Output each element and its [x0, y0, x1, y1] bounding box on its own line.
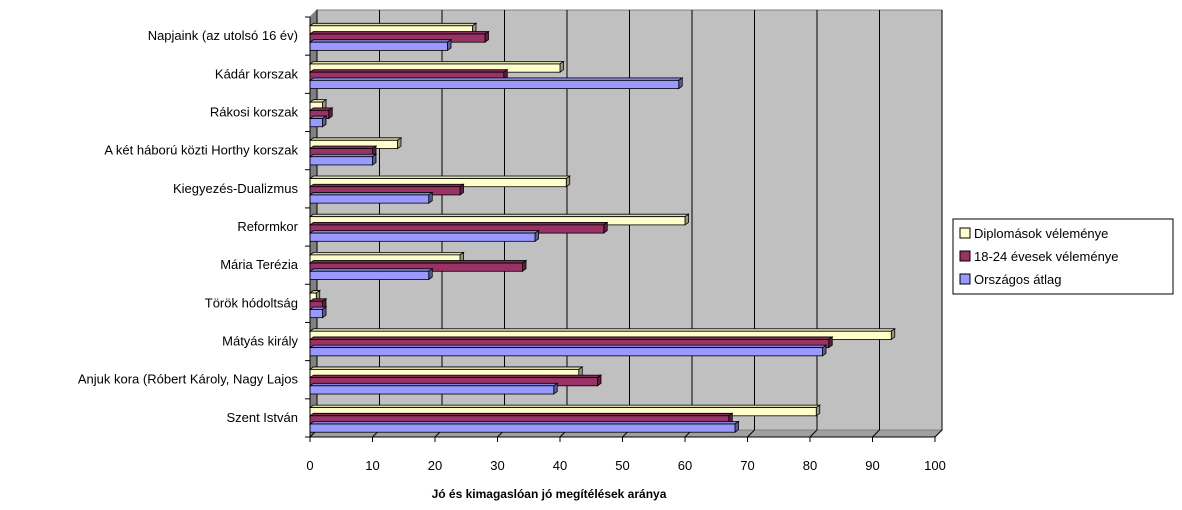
bar: [308, 229, 540, 243]
category-label: Mátyás király: [222, 334, 298, 349]
bar: [308, 268, 434, 281]
bar-front-face: [309, 232, 536, 242]
category-label: Török hódoltság: [205, 295, 298, 310]
bar-front-face: [309, 118, 323, 128]
category-label: Kádár korszak: [215, 66, 299, 81]
x-tick-label: 0: [306, 458, 313, 473]
legend-item: 18-24 évesek véleménye: [959, 249, 1119, 264]
gridline-floor: [872, 429, 880, 438]
legend: Diplomások véleménye 18-24 évesek vélemén…: [952, 218, 1174, 295]
bar: [308, 191, 434, 204]
gridline-floor: [809, 429, 818, 438]
bar-front-face: [309, 194, 430, 204]
x-tick-label: 70: [740, 458, 754, 473]
x-tick-label: 90: [865, 458, 879, 473]
category-label: Mária Terézia: [220, 257, 299, 272]
category-label: A két háború közti Horthy korszak: [104, 143, 298, 158]
x-tick-label: 20: [428, 458, 442, 473]
bar-front-face: [309, 156, 373, 166]
category-label: Reformkor: [237, 219, 298, 234]
gridline-floor: [747, 429, 755, 438]
x-tick-label: 80: [803, 458, 817, 473]
bar-front-face: [309, 347, 823, 357]
legend-box: [952, 218, 1174, 295]
category-label: Rákosi korszak: [210, 104, 299, 119]
legend-item: Országos átlag: [959, 272, 1061, 287]
category-label: Napjaink (az utolsó 16 év): [148, 28, 298, 43]
bar-front-face: [309, 423, 736, 433]
bar-front-face: [309, 270, 430, 280]
bar: [308, 107, 334, 120]
bar: [308, 336, 834, 349]
bar: [308, 153, 378, 166]
x-tick-labels: 0 10 20 30 40 50 60 70 80 90 100: [306, 458, 945, 473]
category-label: Szent István: [226, 410, 298, 425]
x-tick-label: 60: [678, 458, 692, 473]
bar: [308, 38, 453, 52]
bar: [308, 259, 528, 273]
legend-item: Diplomások véleménye: [959, 226, 1108, 241]
x-axis-title: Jó és kimagaslóan jó megítélések aránya: [432, 487, 667, 501]
legend-swatch: [959, 227, 971, 239]
gridline-floor: [934, 429, 943, 438]
bar: [308, 382, 559, 395]
legend-label: Diplomások véleménye: [974, 226, 1108, 241]
bar-front-face: [309, 309, 323, 319]
bar-front-face: [309, 79, 680, 89]
x-tick-label: 40: [553, 458, 567, 473]
category-label: Anjuk kora (Róbert Károly, Nagy Lajos: [78, 372, 299, 387]
bar: [308, 115, 328, 128]
category-label: Kiegyezés-Dualizmus: [173, 181, 298, 196]
legend-swatch: [959, 250, 971, 262]
x-tick-label: 10: [365, 458, 379, 473]
x-tick-label: 30: [490, 458, 504, 473]
legend-label: 18-24 évesek véleménye: [974, 249, 1119, 264]
legend-label: Országos átlag: [974, 272, 1061, 287]
axes: [305, 16, 936, 442]
x-tick-label: 100: [924, 458, 946, 473]
bar: [308, 77, 684, 90]
x-tick-label: 50: [615, 458, 629, 473]
bar: [308, 306, 328, 319]
bar: [308, 412, 734, 425]
bar: [308, 420, 740, 433]
bars: [308, 22, 896, 433]
bar: [308, 344, 828, 357]
legend-swatch: [959, 273, 971, 285]
bar: [308, 404, 821, 417]
category-labels: Szent István Anjuk kora (Róbert Károly, N…: [78, 28, 299, 425]
bar-front-face: [309, 41, 448, 51]
bar-front-face: [309, 385, 555, 395]
